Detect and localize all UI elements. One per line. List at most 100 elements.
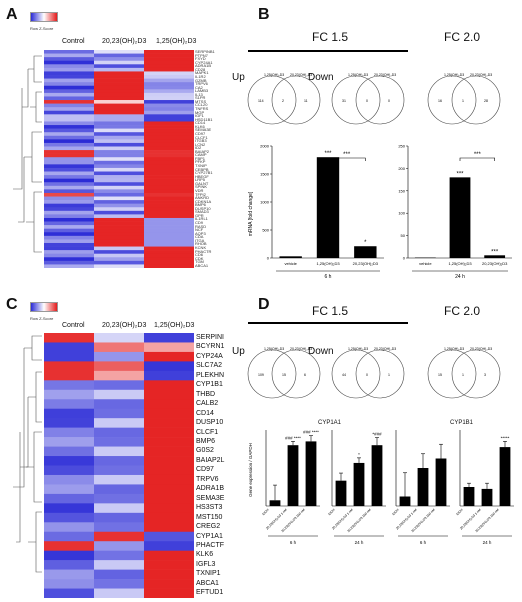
heatmap-a-cell xyxy=(144,232,194,236)
heatmap-a-cell xyxy=(144,150,194,154)
panel-d-fc-left-line xyxy=(248,322,408,324)
heatmap-a-cell xyxy=(44,143,94,147)
heatmap-a-cell xyxy=(44,118,94,122)
heatmap-a-cell xyxy=(144,236,194,240)
venn-d-down-a-label: 1,25(OH)₂D3 xyxy=(348,347,368,351)
chart-bar xyxy=(288,445,299,506)
gene-label: BMP6 xyxy=(196,437,242,446)
chart-category-label: EtOH xyxy=(327,507,336,516)
heatmap-a-cell xyxy=(94,179,144,183)
heatmap-c-cell xyxy=(144,409,194,419)
heatmap-c-cell xyxy=(44,579,94,589)
heatmap-a-cell xyxy=(94,250,144,254)
heatmap-a-cell xyxy=(94,189,144,193)
heatmap-a-cell xyxy=(94,50,144,54)
heatmap-c-cell xyxy=(94,447,144,457)
heatmap-c-cell xyxy=(94,456,144,466)
chart-bar xyxy=(354,246,376,258)
heatmap-a-cell xyxy=(144,243,194,247)
heatmap-a-cell xyxy=(94,172,144,176)
heatmap-a-cell xyxy=(144,264,194,268)
heatmap-a-cell xyxy=(94,146,144,150)
panel-c-heatmap xyxy=(44,333,194,598)
panel-a-scale: Row Z-Score xyxy=(30,12,58,31)
heatmap-a-cell xyxy=(144,218,194,222)
heatmap-c-cell xyxy=(144,447,194,457)
heatmap-a-cell xyxy=(44,68,94,72)
panel-d-fc-left: FC 1.5 xyxy=(312,304,348,318)
chart-bar xyxy=(418,468,429,506)
gene-label: CD97 xyxy=(196,465,242,474)
heatmap-a-cell xyxy=(94,71,144,75)
panel-c-col-control: Control xyxy=(62,322,85,329)
chart-b-ylabel: mRNA [fold change] xyxy=(248,191,254,236)
gene-label: ABCA1 xyxy=(196,579,242,588)
heatmap-c-cell xyxy=(44,589,94,598)
heatmap-a-cell xyxy=(144,50,194,54)
venn-fc2-a-label: 1,25(OH)₂D3 xyxy=(444,73,464,77)
chart-tick-label: 1500 xyxy=(260,172,270,177)
heatmap-c-cell xyxy=(44,532,94,542)
heatmap-c-cell xyxy=(144,437,194,447)
venn-up-v1: 114 xyxy=(258,99,264,103)
panel-d-venn-down: 1,25(OH)₂D3 20,23(OH)₂D3 44 0 1 xyxy=(328,342,408,402)
chart-bar xyxy=(317,157,339,258)
heatmap-a-cell xyxy=(94,182,144,186)
heatmap-a-cell xyxy=(94,239,144,243)
heatmap-a-cell xyxy=(144,79,194,83)
heatmap-a-cell xyxy=(44,200,94,204)
venn-down-v2: 0 xyxy=(366,99,368,103)
heatmap-a-cell xyxy=(144,107,194,111)
chart-tick-label: 500 xyxy=(262,228,269,233)
chart-d-ylabel: Gene expression / GAPDH xyxy=(248,443,253,497)
venn-up-b-label: 20,23(OH)₂D3 xyxy=(290,73,312,77)
heatmap-a-cell xyxy=(94,229,144,233)
chart-bar xyxy=(436,459,447,507)
heatmap-a-cell xyxy=(94,243,144,247)
heatmap-a-cell xyxy=(144,64,194,68)
heatmap-a-cell xyxy=(44,161,94,165)
heatmap-c-cell xyxy=(144,342,194,352)
chart-category-label: EtOH xyxy=(455,507,464,516)
heatmap-c-cell xyxy=(94,361,144,371)
heatmap-a-cell xyxy=(144,214,194,218)
heatmap-a-cell xyxy=(94,100,144,104)
heatmap-c-cell xyxy=(94,352,144,362)
heatmap-a-cell xyxy=(144,129,194,133)
venn-d-down-v2: 0 xyxy=(366,373,368,377)
heatmap-c-cell xyxy=(94,428,144,438)
scale-gradient xyxy=(30,12,58,22)
heatmap-a-cell xyxy=(44,254,94,258)
panel-d-barcharts: Gene expression / GAPDHEtOH20,23(OH)₂D3 … xyxy=(248,426,518,550)
heatmap-a-cell xyxy=(94,111,144,115)
heatmap-a-cell xyxy=(94,82,144,86)
heatmap-c-cell xyxy=(44,456,94,466)
chart-category-label: vehicle xyxy=(284,261,297,266)
heatmap-a-cell xyxy=(44,82,94,86)
heatmap-a-cell xyxy=(144,200,194,204)
heatmap-a-cell xyxy=(144,132,194,136)
heatmap-c-cell xyxy=(94,503,144,513)
heatmap-a-cell xyxy=(44,96,94,100)
heatmap-a-cell xyxy=(44,100,94,104)
heatmap-c-cell xyxy=(44,466,94,476)
venn-d-up-a-label: 1,25(OH)₂D3 xyxy=(264,347,284,351)
panel-b-venn-fc2: 1,25(OH)₂D3 20,23(OH)₂D3 16 1 28 xyxy=(424,68,504,128)
heatmap-a-cell xyxy=(44,225,94,229)
heatmap-c-cell xyxy=(94,437,144,447)
chart-time-label: 24 h xyxy=(483,540,492,545)
heatmap-a-cell xyxy=(44,182,94,186)
gene-label: BAIAP2L xyxy=(196,456,242,465)
heatmap-c-cell xyxy=(94,333,144,343)
venn-fc2-v3: 28 xyxy=(484,99,488,103)
heatmap-c-cell xyxy=(94,513,144,523)
heatmap-a-cell xyxy=(144,146,194,150)
chart-tick-label: 0 xyxy=(403,256,406,261)
venn-down-a-label: 1,25(OH)₂D3 xyxy=(348,73,368,77)
heatmap-a-cell xyxy=(94,86,144,90)
heatmap-c-cell xyxy=(94,570,144,580)
heatmap-a-cell xyxy=(94,61,144,65)
heatmap-c-cell xyxy=(94,532,144,542)
gene-label: CREG2 xyxy=(196,522,242,531)
